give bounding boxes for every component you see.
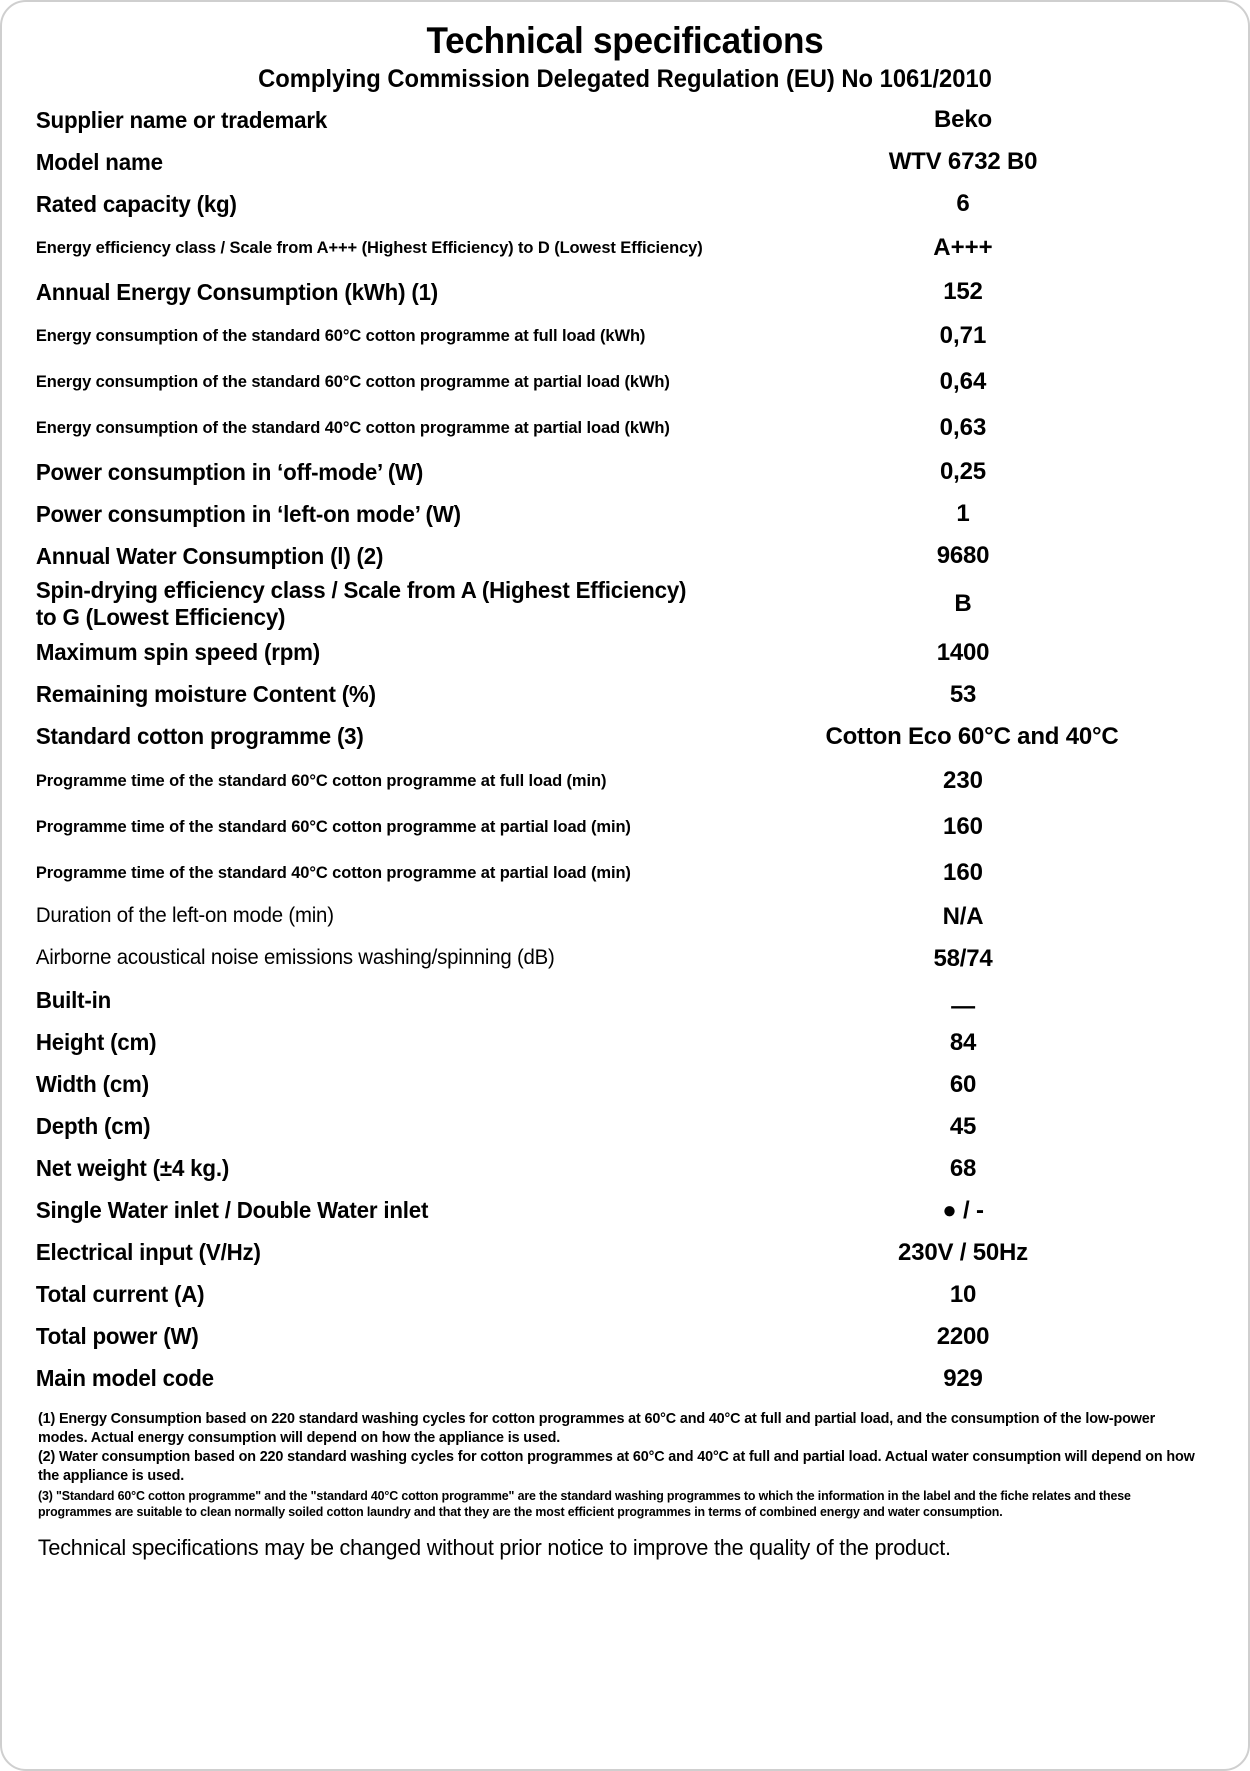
spec-value: 0,63	[939, 414, 987, 442]
spec-label: Annual Energy Consumption (kWh) (1)	[35, 278, 439, 305]
spec-value: 9680	[936, 542, 990, 570]
spec-value: 929	[943, 1364, 983, 1392]
spec-row: Net weight (±4 kg.) 68	[30, 1148, 1220, 1190]
spec-label: Height (cm)	[35, 1028, 157, 1055]
spec-row: Spin-drying efficiency class / Scale fro…	[30, 577, 1220, 631]
spec-row: Model name WTV 6732 B0	[30, 141, 1220, 183]
spec-label: Depth (cm)	[35, 1112, 151, 1139]
spec-value: 152	[943, 278, 983, 306]
spec-row: Annual Water Consumption (l) (2) 9680	[30, 535, 1220, 577]
spec-row: Programme time of the standard 40°C cott…	[30, 850, 1220, 896]
spec-label: Total current (A)	[35, 1280, 205, 1307]
spec-label: Model name	[35, 148, 163, 175]
page-subtitle: Complying Commission Delegated Regulatio…	[258, 64, 992, 93]
spec-row: Power consumption in ‘off-mode’ (W) 0,25	[30, 451, 1220, 493]
spec-row: Duration of the left-on mode (min) N/A	[30, 896, 1220, 938]
spec-label: Energy consumption of the standard 60°C …	[35, 372, 670, 392]
spec-row: Standard cotton programme (3) Cotton Eco …	[30, 716, 1220, 758]
spec-row: Airborne acoustical noise emissions wash…	[30, 938, 1220, 980]
spec-row: Programme time of the standard 60°C cott…	[30, 804, 1220, 850]
spec-label: Energy efficiency class / Scale from A++…	[35, 238, 703, 258]
spec-value: 45	[949, 1112, 977, 1140]
spec-value: 60	[949, 1070, 977, 1098]
spec-value: 1	[956, 500, 970, 528]
spec-label: Main model code	[35, 1364, 214, 1391]
spec-value: 53	[949, 680, 977, 708]
footnote-1: (1) Energy Consumption based on 220 stan…	[38, 1410, 1156, 1446]
spec-row: Energy consumption of the standard 60°C …	[30, 359, 1220, 405]
spec-row: Rated capacity (kg) 6	[30, 183, 1220, 225]
spec-row: Height (cm) 84	[30, 1022, 1220, 1064]
spec-row: Single Water inlet / Double Water inlet ●…	[30, 1190, 1220, 1232]
spec-value: 84	[949, 1028, 977, 1056]
spec-label: Remaining moisture Content (%)	[35, 680, 376, 707]
spec-label: Standard cotton programme (3)	[35, 722, 364, 749]
spec-value: WTV 6732 B0	[888, 148, 1038, 176]
page-title: Technical specifications	[426, 20, 824, 61]
spec-label: Total power (W)	[35, 1322, 199, 1349]
spec-row: Energy consumption of the standard 40°C …	[30, 405, 1220, 451]
footnote-2: (2) Water consumption based on 220 stand…	[38, 1449, 1195, 1485]
spec-label: Annual Water Consumption (l) (2)	[35, 542, 384, 569]
spec-label: Built-in	[35, 986, 112, 1013]
spec-label: Width (cm)	[35, 1070, 149, 1097]
footnotes: (1) Energy Consumption based on 220 stan…	[30, 1400, 1220, 1521]
spec-value: 230	[942, 766, 984, 794]
spec-label: Spin-drying efficiency class / Scale fro…	[35, 577, 687, 631]
spec-value: 1400	[936, 638, 990, 666]
spec-value: —	[951, 993, 975, 1021]
spec-value: 0,64	[939, 368, 987, 396]
spec-value: A+++	[933, 234, 993, 262]
spec-label: Rated capacity (kg)	[35, 190, 237, 217]
spec-label: Net weight (±4 kg.)	[35, 1154, 230, 1181]
spec-value: 10	[949, 1280, 977, 1308]
spec-row: Width (cm) 60	[30, 1064, 1220, 1106]
spec-value: 58/74	[933, 944, 993, 972]
spec-value: 2200	[936, 1322, 990, 1350]
spec-row: Energy consumption of the standard 60°C …	[30, 313, 1220, 359]
spec-row: Total current (A) 10	[30, 1274, 1220, 1316]
spec-label: Energy consumption of the standard 60°C …	[35, 326, 646, 346]
spec-label: Power consumption in ‘off-mode’ (W)	[35, 458, 424, 485]
spec-value: Beko	[934, 106, 992, 134]
spec-label: Programme time of the standard 60°C cott…	[35, 816, 631, 836]
spec-label: Programme time of the standard 40°C cott…	[35, 862, 631, 882]
spec-row: Maximum spin speed (rpm) 1400	[30, 632, 1220, 674]
spec-row: Main model code 929	[30, 1358, 1220, 1400]
spec-value: 68	[949, 1154, 977, 1182]
spec-label: Single Water inlet / Double Water inlet	[35, 1196, 429, 1223]
closing-disclaimer: Technical specifications may be changed …	[37, 1534, 951, 1560]
spec-label: Energy consumption of the standard 40°C …	[35, 418, 670, 438]
spec-label: Electrical input (V/Hz)	[35, 1238, 261, 1265]
spec-label: Programme time of the standard 60°C cott…	[35, 770, 607, 790]
spec-label: Power consumption in ‘left-on mode’ (W)	[35, 500, 461, 527]
spec-row: Programme time of the standard 60°C cott…	[30, 758, 1220, 804]
spec-label: Supplier name or trademark	[35, 106, 328, 133]
spec-value: 160	[942, 812, 984, 840]
spec-value: 230V / 50Hz	[898, 1238, 1028, 1266]
spec-row: Total power (W) 2200	[30, 1316, 1220, 1358]
spec-row: Built-in —	[30, 980, 1220, 1022]
spec-row: Remaining moisture Content (%) 53	[30, 674, 1220, 716]
spec-row: Depth (cm) 45	[30, 1106, 1220, 1148]
spec-value: B	[954, 590, 972, 618]
spec-row: Annual Energy Consumption (kWh) (1) 152	[30, 271, 1220, 313]
spec-value: 0,71	[939, 322, 987, 350]
spec-row: Power consumption in ‘left-on mode’ (W) 1	[30, 493, 1220, 535]
spec-value: 160	[942, 858, 984, 886]
spec-value: 6	[956, 190, 970, 218]
spec-value: 0,25	[940, 458, 986, 486]
spec-row: Energy efficiency class / Scale from A++…	[30, 225, 1220, 271]
spec-label: Airborne acoustical noise emissions wash…	[35, 946, 555, 970]
specifications-table: Supplier name or trademark Beko Model name…	[30, 99, 1220, 1399]
spec-row: Supplier name or trademark Beko	[30, 99, 1220, 141]
spec-value: N/A	[942, 902, 984, 930]
footnote-3: (3) "Standard 60°C cotton programme" and…	[38, 1488, 1131, 1520]
spec-value: ● / -	[942, 1196, 984, 1224]
spec-value: Cotton Eco 60°C and 40°C	[825, 722, 1119, 750]
spec-label: Maximum spin speed (rpm)	[35, 638, 321, 665]
spec-label: Duration of the left-on mode (min)	[35, 904, 334, 928]
spec-row: Electrical input (V/Hz) 230V / 50Hz	[30, 1232, 1220, 1274]
